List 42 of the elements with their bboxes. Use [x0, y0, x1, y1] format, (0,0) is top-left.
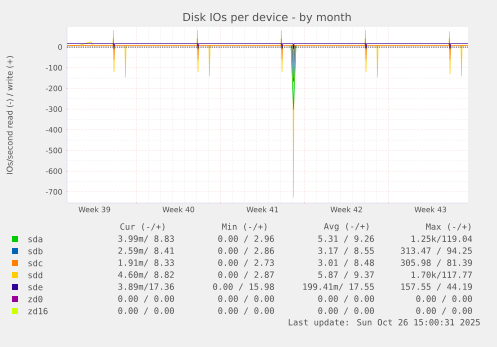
text: 0.00 / 15.98 — [213, 283, 274, 291]
text: 305.98 / 81.39 — [400, 259, 472, 267]
text: 0.00 / 2.87 — [218, 271, 274, 279]
text: 0.00 / 2.86 — [218, 247, 274, 255]
text: 0.00 / 0.00 — [218, 295, 274, 303]
text: 0.00 / 0.00 — [318, 307, 374, 315]
text: 0.00 / 0.00 — [218, 307, 274, 315]
text: 2.59m/ 8.41 — [118, 247, 174, 255]
text: 199.41m/ 17.55 — [303, 283, 374, 291]
text: 0.00 / 0.00 — [416, 307, 472, 315]
text: 1.91m/ 8.33 — [118, 259, 174, 267]
text: Max (-/+) — [426, 223, 470, 231]
text: 0.00 / 2.96 — [218, 235, 274, 243]
text: Avg (-/+) — [324, 222, 368, 232]
text: 0.00 / 2.73 — [218, 259, 274, 267]
text: 1.70k/117.77 — [412, 271, 472, 279]
text: 3.89m/17.36 — [118, 283, 174, 291]
line-series — [67, 38, 468, 78]
chart-title: Disk IOs per device - by month — [183, 12, 351, 24]
legend-label: sdb — [28, 248, 42, 254]
text: 4.60m/ 8.82 — [118, 271, 174, 279]
text: 5.31 / 9.26 — [318, 235, 374, 243]
legend-label: sda — [28, 236, 42, 242]
text: 0.00 / 0.00 — [318, 295, 374, 303]
legend-label: sdc — [28, 260, 42, 266]
text: 3.99m/ 8.83 — [118, 235, 174, 243]
legend-label: zd0 — [28, 296, 42, 302]
text: Min (-/+) — [222, 223, 266, 231]
text: 3.01 / 8.48 — [318, 259, 374, 267]
text: 157.55 / 44.19 — [401, 283, 472, 291]
text: Last update: Sun Oct 26 15:00:31 2025 — [288, 318, 480, 328]
legend-label: sdd — [28, 272, 42, 278]
text: 3.17 / 8.55 — [318, 247, 374, 255]
text: 1.25k/119.04 — [412, 235, 472, 243]
text: 5.87 / 9.37 — [318, 271, 374, 279]
legend-label: zd16 — [28, 308, 48, 314]
text: 313.47 / 94.25 — [400, 247, 472, 255]
text: 0.00 / 0.00 — [118, 307, 174, 315]
legend-label: sde — [28, 284, 42, 290]
text: 0.00 / 0.00 — [416, 295, 472, 303]
text: 0.00 / 0.00 — [118, 295, 174, 303]
text: Cur (-/+) — [120, 223, 164, 231]
